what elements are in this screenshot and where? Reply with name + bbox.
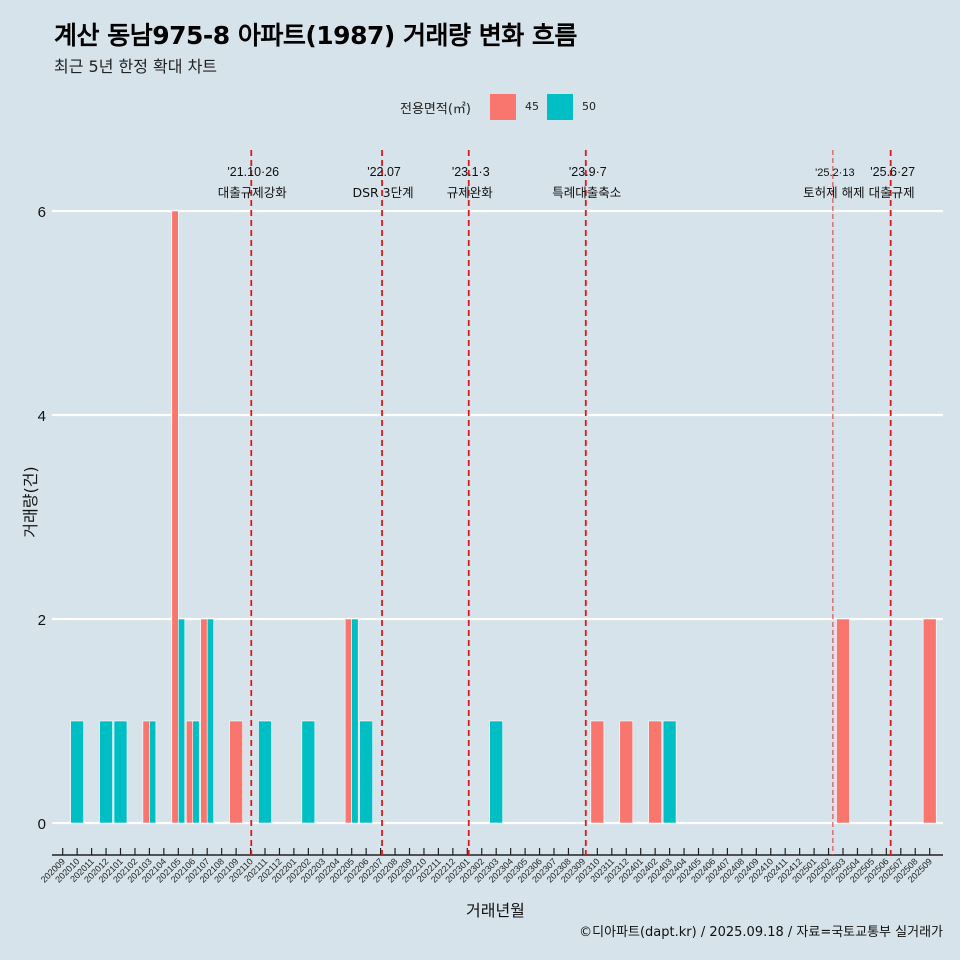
x-axis-title: 거래년월 xyxy=(466,901,525,920)
bar-50-202103 xyxy=(149,720,157,824)
bar-50-202010 xyxy=(70,720,84,824)
legend-title: 전용면적(㎡) xyxy=(400,102,471,117)
annotation-label: 규제완화 xyxy=(447,185,494,200)
legend-label-45: 45 xyxy=(525,100,539,113)
annotation-label: 특례대출축소 xyxy=(552,185,621,200)
annotation-date: '25.2·13 xyxy=(815,167,854,179)
bar-50-202111 xyxy=(258,720,272,824)
legend-swatch-50 xyxy=(547,94,573,120)
annotation-label: 토허제 해제 xyxy=(803,185,864,200)
legend-swatch-45 xyxy=(490,94,516,120)
y-axis-title: 거래량(건) xyxy=(21,466,40,538)
bar-50-202106 xyxy=(192,720,200,824)
bar-50-202202 xyxy=(301,720,316,824)
y-tick-label: 6 xyxy=(38,204,46,221)
bar-50-202012 xyxy=(99,720,113,824)
annotation-date: '23.9·7 xyxy=(569,165,607,179)
bar-50-202107 xyxy=(206,618,214,824)
bar-45-202402 xyxy=(648,720,662,824)
bar-50-202206 xyxy=(359,720,373,824)
annotation-label: 대출규제 xyxy=(869,185,915,200)
bar-45-202509 xyxy=(922,618,937,824)
chart-subtitle: 최근 5년 한정 확대 차트 xyxy=(54,57,218,76)
bar-45-202312 xyxy=(619,720,634,824)
y-tick-label: 2 xyxy=(38,612,46,629)
bar-50-202205 xyxy=(351,618,359,824)
bar-50-202101 xyxy=(113,720,128,824)
chart-title: 계산 동남975-8 아파트(1987) 거래량 변화 흐름 xyxy=(54,21,577,50)
bar-50-202403 xyxy=(662,720,677,824)
bar-45-202205 xyxy=(344,618,353,824)
annotation-date: '22.07 xyxy=(367,165,401,179)
bar-50-202105 xyxy=(178,618,186,824)
legend-label-50: 50 xyxy=(582,100,596,113)
bar-45-202310 xyxy=(590,720,605,824)
bar-45-202109 xyxy=(229,720,243,824)
annotation-date: '25.6·27 xyxy=(870,165,915,179)
annotation-label: 대출규제강화 xyxy=(218,185,288,200)
bar-45-202503 xyxy=(836,618,850,824)
y-tick-label: 0 xyxy=(38,816,46,833)
bar-45-202107 xyxy=(200,618,208,824)
bar-45-202105 xyxy=(171,210,179,824)
annotation-date: '21.10·26 xyxy=(227,165,279,179)
caption: ©디아파트(dapt.kr) / 2025.09.18 / 자료=국토교통부 실… xyxy=(579,925,943,940)
annotation-date: '23.1·3 xyxy=(452,165,490,179)
bar-45-202103 xyxy=(142,720,150,824)
y-tick-label: 4 xyxy=(38,408,46,425)
bar-50-202303 xyxy=(489,720,504,824)
annotation-label: DSR 3단계 xyxy=(352,185,413,200)
bar-45-202106 xyxy=(185,720,194,824)
